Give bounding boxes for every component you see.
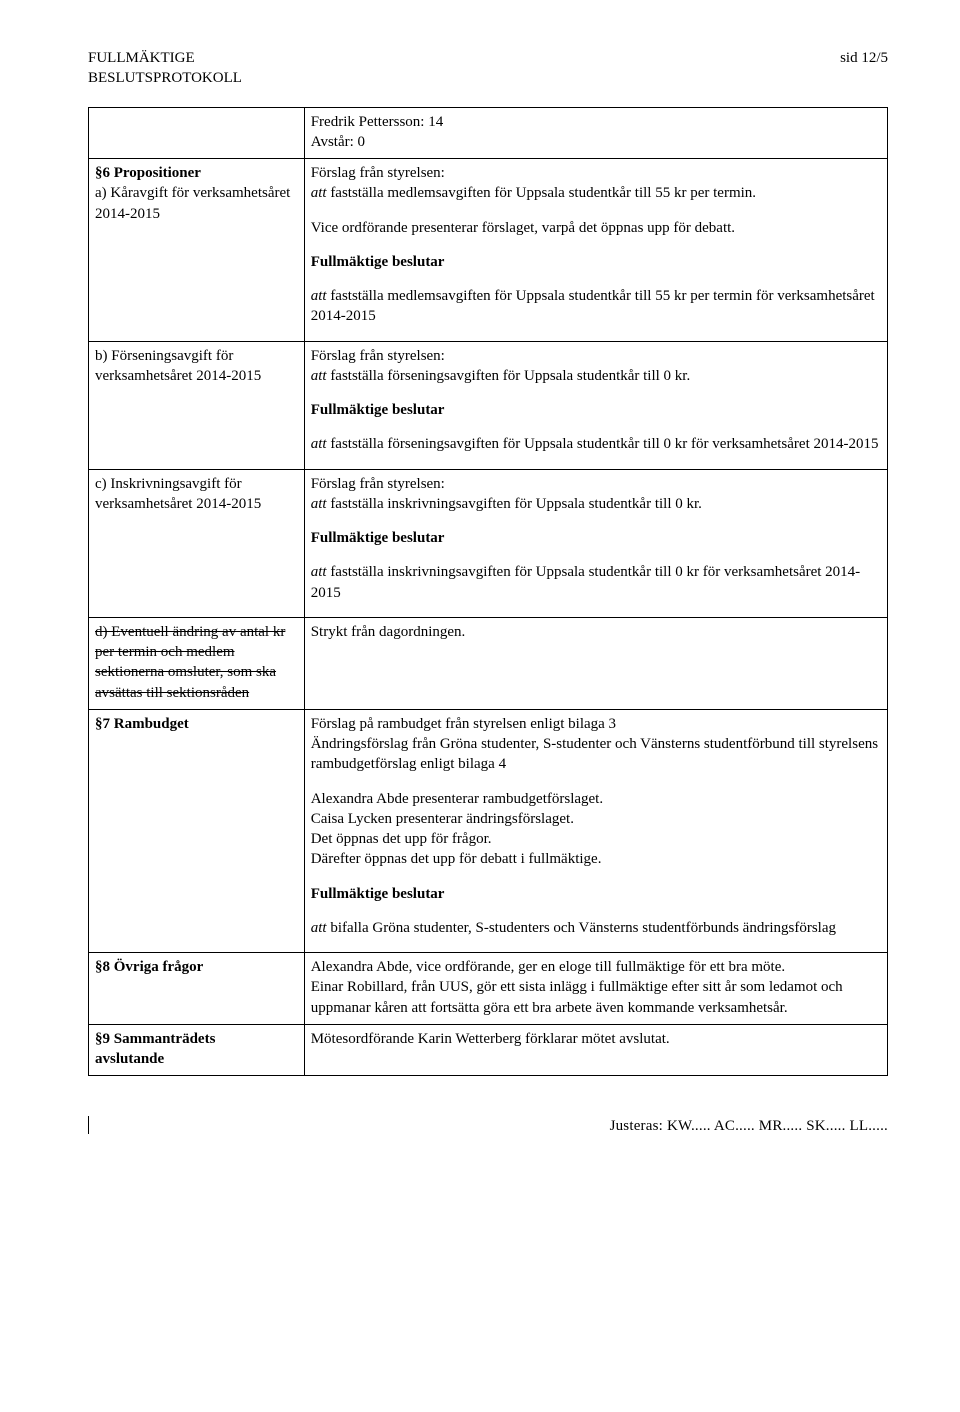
att-rest: fastställa förseningsavgiften för Uppsal… [327, 436, 879, 452]
cell-left-6a: §6 Propositioner a) Kåravgift för verksa… [89, 159, 305, 342]
att-line: att fastställa medlemsavgiften för Uppsa… [311, 286, 881, 327]
table-row: §7 Rambudget Förslag på rambudget från s… [89, 709, 888, 952]
fb-label: Fullmäktige beslutar [311, 528, 881, 548]
att-rest: fastställa inskrivningsavgiften för Upps… [311, 564, 860, 600]
att-line: att fastställa inskrivningsavgiften för … [311, 562, 881, 603]
p: Förslag på rambudget från styrelsen enli… [311, 714, 881, 734]
strykt-text: Strykt från dagordningen. [311, 622, 881, 642]
forslag-label: Förslag från styrelsen: [311, 163, 881, 183]
att-word: att [311, 496, 327, 512]
header-page: sid 12/5 [840, 48, 888, 89]
header-title2: BESLUTSPROTOKOLL [88, 68, 242, 88]
p: Alexandra Abde presenterar rambudgetförs… [311, 789, 881, 809]
att-rest: fastställa förseningsavgiften för Uppsal… [327, 368, 691, 384]
table-row: §9 Sammanträdets avslutande Mötesordföra… [89, 1024, 888, 1076]
cell-right-6a: Förslag från styrelsen: att fastställa m… [304, 159, 887, 342]
cell-right-6c: Förslag från styrelsen: att fastställa i… [304, 469, 887, 617]
fb-label: Fullmäktige beslutar [311, 884, 881, 904]
table-row: Fredrik Pettersson: 14 Avstår: 0 [89, 107, 888, 159]
item-6d-label: d) Eventuell ändring av antal kr per ter… [95, 622, 298, 703]
p: Einar Robillard, från UUS, gör ett sista… [311, 977, 881, 1018]
cell-left-6d: d) Eventuell ändring av antal kr per ter… [89, 617, 305, 709]
footer-signatures: Justeras: KW..... AC..... MR..... SK....… [610, 1116, 888, 1136]
vote-line1: Fredrik Pettersson: 14 [311, 112, 881, 132]
p: Det öppnas det upp för frågor. [311, 829, 881, 849]
table-row: c) Inskrivningsavgift för verksamhetsåre… [89, 469, 888, 617]
s9-line1: §9 Sammanträdets [95, 1031, 215, 1047]
forslag-label: Förslag från styrelsen: [311, 474, 881, 494]
fb-label: Fullmäktige beslutar [311, 400, 881, 420]
section-6-title: §6 Propositioner [95, 163, 298, 183]
protocol-table: Fredrik Pettersson: 14 Avstår: 0 §6 Prop… [88, 107, 888, 1077]
att-word: att [311, 368, 327, 384]
section-9-title: §9 Sammanträdets [95, 1029, 298, 1049]
item-6b-label: b) Förseningsavgift för verksamhetsåret … [95, 346, 298, 387]
att-rest: fastställa inskrivningsavgiften för Upps… [327, 496, 702, 512]
cell-left-8: §8 Övriga frågor [89, 953, 305, 1025]
header-title1: FULLMÄKTIGE [88, 48, 242, 68]
footer-mark [88, 1116, 94, 1134]
table-row: b) Förseningsavgift för verksamhetsåret … [89, 341, 888, 469]
att-word: att [311, 564, 327, 580]
att-rest: bifalla Gröna studenter, S-studenters oc… [327, 920, 836, 936]
header-left: FULLMÄKTIGE BESLUTSPROTOKOLL [88, 48, 242, 89]
cell-left-6b: b) Förseningsavgift för verksamhetsåret … [89, 341, 305, 469]
att-rest: fastställa medlemsavgiften för Uppsala s… [311, 288, 875, 324]
s9-line2: avslutande [95, 1049, 298, 1069]
att-rest: fastställa medlemsavgiften för Uppsala s… [327, 185, 756, 201]
att-word: att [311, 920, 327, 936]
p: Ändringsförslag från Gröna studenter, S-… [311, 734, 881, 775]
att-word: att [311, 288, 327, 304]
p: Alexandra Abde, vice ordförande, ger en … [311, 957, 881, 977]
table-row: §6 Propositioner a) Kåravgift för verksa… [89, 159, 888, 342]
page-header: FULLMÄKTIGE BESLUTSPROTOKOLL sid 12/5 [88, 48, 888, 89]
item-6c-label: c) Inskrivningsavgift för verksamhetsåre… [95, 474, 298, 515]
section-8-title: §8 Övriga frågor [95, 957, 298, 977]
att-line: att fastställa förseningsavgiften för Up… [311, 434, 881, 454]
table-row: d) Eventuell ändring av antal kr per ter… [89, 617, 888, 709]
p: Därefter öppnas det upp för debatt i ful… [311, 849, 881, 869]
cell-left-empty [89, 107, 305, 159]
p: Mötesordförande Karin Wetterberg förklar… [311, 1029, 881, 1049]
att-line: att bifalla Gröna studenter, S-studenter… [311, 918, 881, 938]
vice-line: Vice ordförande presenterar förslaget, v… [311, 218, 881, 238]
cell-right-top: Fredrik Pettersson: 14 Avstår: 0 [304, 107, 887, 159]
cell-right-8: Alexandra Abde, vice ordförande, ger en … [304, 953, 887, 1025]
cell-left-9: §9 Sammanträdets avslutande [89, 1024, 305, 1076]
att-word: att [311, 436, 327, 452]
forslag-label: Förslag från styrelsen: [311, 346, 881, 366]
fb-label: Fullmäktige beslutar [311, 252, 881, 272]
att-line: att fastställa medlemsavgiften för Uppsa… [311, 183, 881, 203]
cell-right-7: Förslag på rambudget från styrelsen enli… [304, 709, 887, 952]
cell-right-6d: Strykt från dagordningen. [304, 617, 887, 709]
cell-right-6b: Förslag från styrelsen: att fastställa f… [304, 341, 887, 469]
page-footer: Justeras: KW..... AC..... MR..... SK....… [88, 1116, 888, 1136]
section-7-title: §7 Rambudget [95, 714, 298, 734]
cell-left-6c: c) Inskrivningsavgift för verksamhetsåre… [89, 469, 305, 617]
cell-left-7: §7 Rambudget [89, 709, 305, 952]
att-line: att fastställa förseningsavgiften för Up… [311, 366, 881, 386]
table-row: §8 Övriga frågor Alexandra Abde, vice or… [89, 953, 888, 1025]
cell-right-9: Mötesordförande Karin Wetterberg förklar… [304, 1024, 887, 1076]
att-word: att [311, 185, 327, 201]
vote-line2: Avstår: 0 [311, 132, 881, 152]
p: Caisa Lycken presenterar ändringsförslag… [311, 809, 881, 829]
item-6a-label: a) Kåravgift för verksamhetsåret 2014-20… [95, 183, 298, 224]
att-line: att fastställa inskrivningsavgiften för … [311, 494, 881, 514]
